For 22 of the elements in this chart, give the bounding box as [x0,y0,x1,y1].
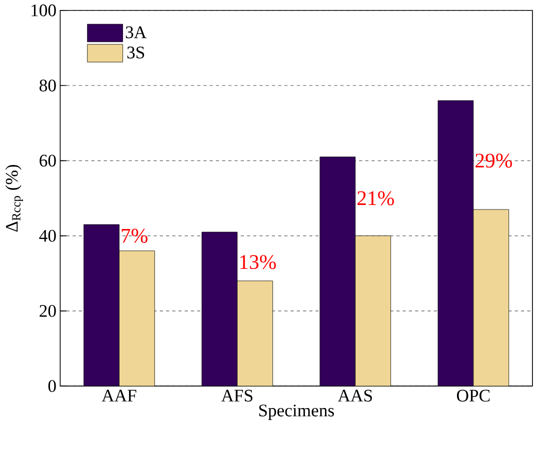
y-tick-label: 80 [40,80,56,92]
legend-label: 3S [127,46,144,59]
x-axis-title: Specimens [259,404,334,420]
bar [355,236,391,386]
y-axis-title: Δ$_{Rccp}$ (%) [5,165,23,232]
y-tick-label: 40 [39,230,56,242]
annotation: 13% [240,255,276,270]
annotation: 7% [122,228,148,244]
x-tick-label: OPC [456,390,490,402]
x-tick-label: AAF [102,390,136,402]
x-tick-label: AFS [221,390,252,402]
y-tick-label: 0 [48,380,56,392]
legend-label: 3A [126,26,146,38]
x-tick-label: AAS [338,390,372,402]
bar [237,280,273,386]
y-tick-label: 100 [32,4,56,17]
bar [473,209,510,386]
bar [119,250,155,386]
annotation: 29% [476,154,512,168]
y-tick-label: 60 [40,154,56,167]
annotation: 21% [358,191,394,206]
y-tick-label: 20 [40,305,56,318]
